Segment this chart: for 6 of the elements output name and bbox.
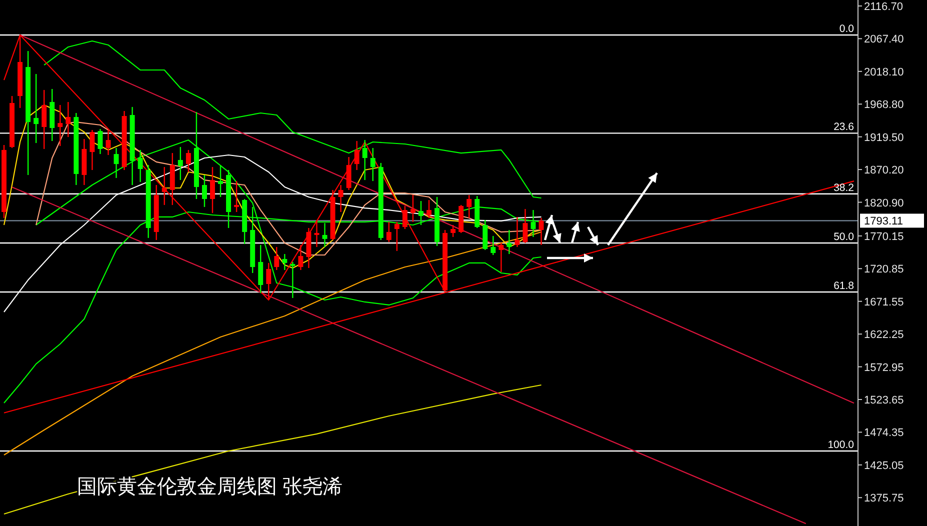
annotation: 38.2 xyxy=(834,182,854,194)
annotation: 61.8 xyxy=(834,280,854,292)
annotation: 23.6 xyxy=(834,121,854,134)
annotation: 100.0 xyxy=(828,439,854,452)
annotation: 50.0 xyxy=(834,231,854,243)
annotation: 0.0 xyxy=(839,22,854,35)
